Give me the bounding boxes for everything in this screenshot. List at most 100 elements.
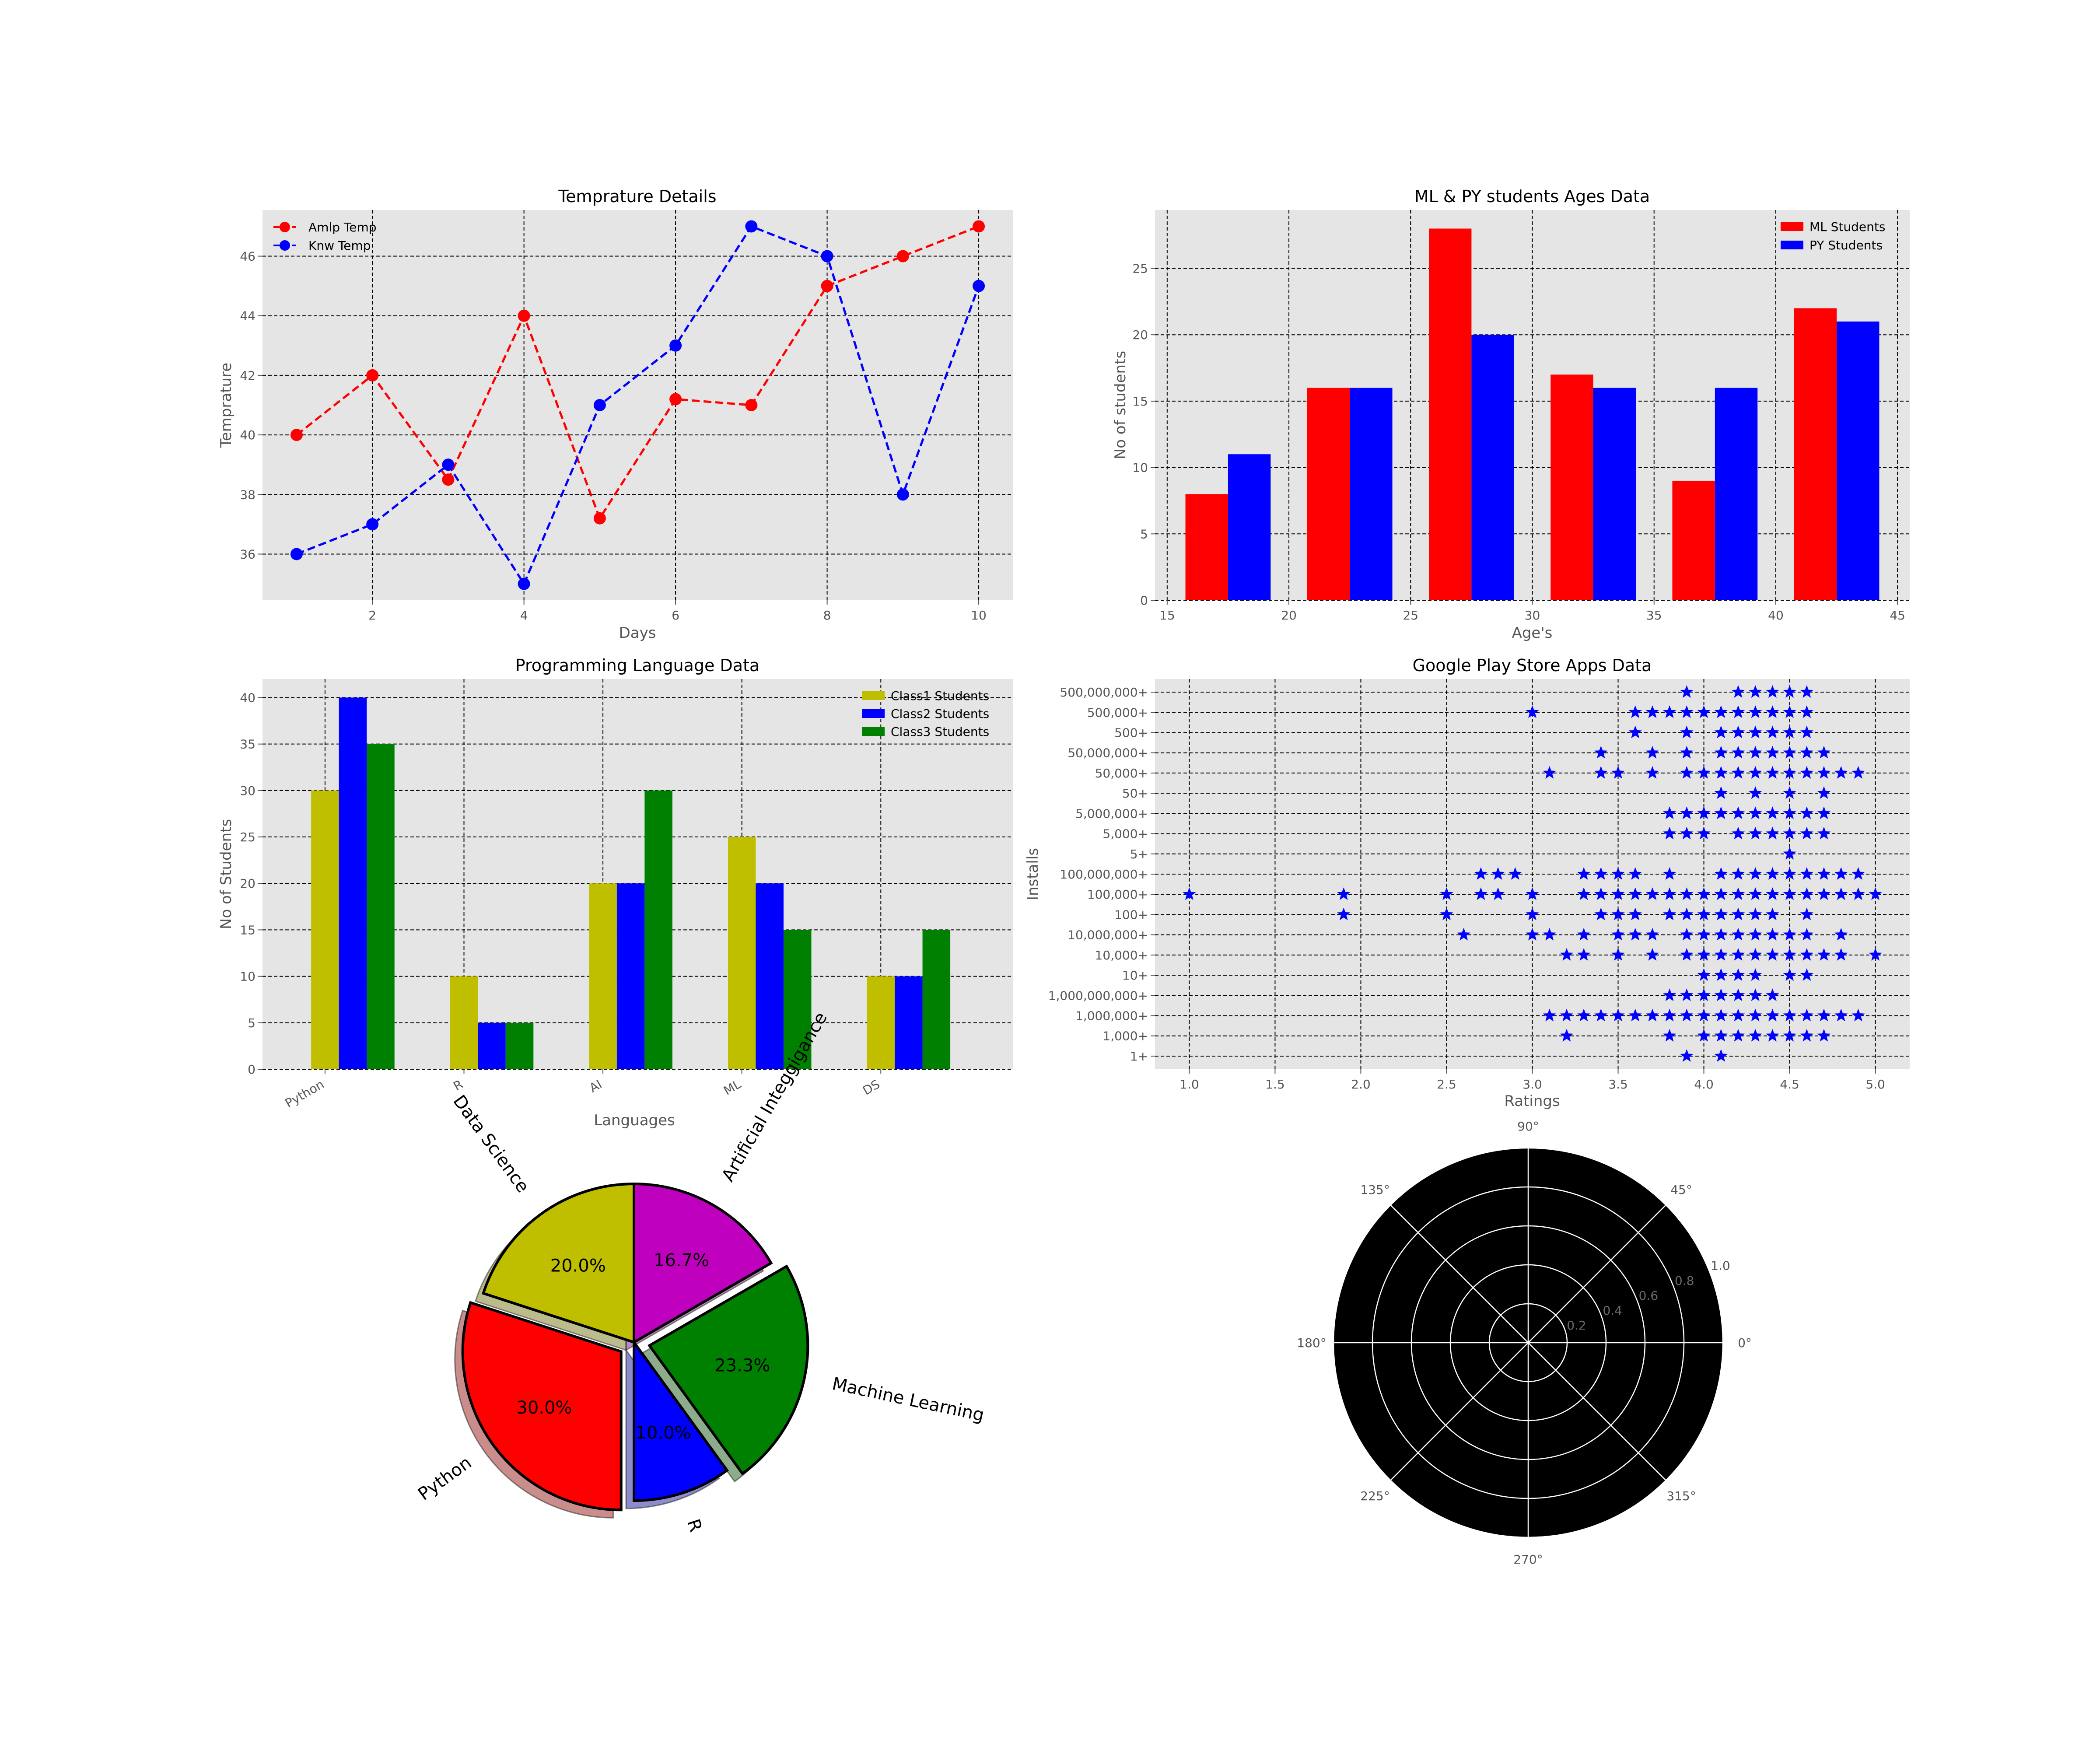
apps-x-tick-label: 5.0 <box>1866 1077 1885 1092</box>
apps-star-point <box>1714 786 1728 799</box>
apps-star-point <box>1748 887 1762 900</box>
pie-pct-label-3: 23.3% <box>714 1356 770 1376</box>
apps-star-point <box>1800 968 1813 981</box>
ages-bar-0 <box>1794 308 1837 600</box>
polar-radial-label: 1.0 <box>1711 1259 1730 1273</box>
temp-y-tick-label: 42 <box>240 368 256 383</box>
temp-y-tick-label: 46 <box>240 249 256 264</box>
apps-star-point <box>1183 887 1196 900</box>
lang-bar-1 <box>339 697 367 1069</box>
ages-legend: ML Students PY Students <box>1781 220 1885 252</box>
apps-star-point <box>1680 685 1694 698</box>
lang-bar-1 <box>895 976 923 1069</box>
lang-bar-0 <box>867 976 895 1069</box>
apps-star-point <box>1594 1008 1608 1022</box>
apps-star-point <box>1680 928 1694 941</box>
apps-star-point <box>1560 1008 1574 1022</box>
apps-star-point <box>1800 705 1813 718</box>
apps-star-point <box>1697 948 1711 961</box>
apps-star-point <box>1680 948 1694 961</box>
temp-point-1 <box>973 280 985 292</box>
apps-star-point <box>1697 806 1711 819</box>
lang-bar-2 <box>922 930 951 1069</box>
apps-y-tick-label: 1,000,000,000+ <box>1048 988 1148 1003</box>
lang-y-tick-label: 10 <box>240 970 256 984</box>
apps-star-point <box>1834 887 1848 900</box>
apps-scatter-chart: 1.0 1.5 2.0 2.5 3.0 3.5 4.0 4.5 5.0 1+ 1,000+ 1,000… <box>1024 656 1910 1110</box>
apps-star-point <box>1783 766 1796 779</box>
polar-angle-label: 315° <box>1666 1489 1696 1503</box>
temp-legend: Amlp Temp Knw Temp <box>273 220 377 253</box>
apps-star-point <box>1594 867 1608 880</box>
temp-y-tick-label: 40 <box>240 428 256 442</box>
ages-legend-swatch-ml <box>1781 222 1803 231</box>
ages-x-tick-label: 40 <box>1768 608 1784 623</box>
lang-bar-2 <box>644 790 672 1069</box>
lang-legend-swatch-class3 <box>862 727 885 736</box>
apps-star-point <box>1543 766 1556 779</box>
apps-star-point <box>1697 968 1711 981</box>
temp-point-1 <box>669 339 682 352</box>
apps-star-point <box>1800 826 1813 840</box>
ages-bar-0 <box>1185 494 1228 600</box>
ages-x-tick-label: 25 <box>1403 608 1418 623</box>
apps-star-point <box>1748 786 1762 799</box>
apps-star-point <box>1783 746 1796 759</box>
apps-x-tick-label: 2.5 <box>1437 1077 1456 1092</box>
apps-star-point <box>1680 705 1694 718</box>
apps-star-point <box>1662 705 1676 718</box>
apps-star-point <box>1817 887 1831 900</box>
apps-star-point <box>1731 887 1745 900</box>
apps-star-point <box>1714 928 1728 941</box>
apps-star-point <box>1680 746 1694 759</box>
apps-star-point <box>1697 1029 1711 1042</box>
lang-bar-1 <box>478 1022 506 1069</box>
apps-star-point <box>1731 988 1745 1001</box>
apps-star-point <box>1800 928 1813 941</box>
apps-star-point <box>1337 907 1351 920</box>
apps-star-point <box>1680 826 1694 840</box>
apps-star-point <box>1611 907 1625 920</box>
apps-star-point <box>1783 948 1796 961</box>
apps-y-tick-label: 5+ <box>1130 847 1148 861</box>
temp-point-1 <box>290 548 303 560</box>
apps-star-point <box>1766 806 1779 819</box>
apps-star-point <box>1783 887 1796 900</box>
apps-star-point <box>1748 907 1762 920</box>
apps-x-tick-label: 4.0 <box>1694 1077 1714 1092</box>
apps-y-tick-label: 1,000+ <box>1102 1029 1148 1043</box>
apps-star-point <box>1491 867 1505 880</box>
apps-star-point <box>1697 887 1711 900</box>
polar-grid <box>1333 1147 1724 1538</box>
apps-star-point <box>1748 725 1762 738</box>
lang-x-tick-label: ML <box>721 1077 743 1098</box>
apps-star-point <box>1611 948 1625 961</box>
apps-star-point <box>1817 1029 1831 1042</box>
apps-star-point <box>1800 867 1813 880</box>
apps-star-point <box>1800 887 1813 900</box>
lang-y-tick-label: 5 <box>248 1016 256 1030</box>
apps-star-point <box>1834 867 1848 880</box>
ages-bar-1 <box>1715 388 1758 600</box>
apps-star-point <box>1731 867 1745 880</box>
apps-star-point <box>1662 1008 1676 1022</box>
pie-pct-label-2: 10.0% <box>636 1423 691 1443</box>
apps-y-tick-label: 5,000,000+ <box>1075 806 1148 821</box>
ages-bar-1 <box>1593 388 1636 600</box>
ages-y-tick-label: 15 <box>1132 394 1148 409</box>
apps-star-point <box>1783 685 1796 698</box>
apps-star-point <box>1817 806 1831 819</box>
lang-y-tick-label: 30 <box>240 784 256 798</box>
apps-star-point <box>1766 1029 1779 1042</box>
apps-ticks: 1.0 1.5 2.0 2.5 3.0 3.5 4.0 4.5 5.0 1+ 1,000+ 1,000… <box>1048 685 1885 1092</box>
lang-y-tick-label: 15 <box>240 923 256 937</box>
lang-title: Programming Language Data <box>515 656 760 675</box>
apps-star-point <box>1577 948 1591 961</box>
apps-star-point <box>1680 887 1694 900</box>
apps-star-point <box>1766 685 1779 698</box>
apps-star-point <box>1645 746 1659 759</box>
apps-star-point <box>1800 1008 1813 1022</box>
apps-star-point <box>1783 786 1796 799</box>
apps-star-point <box>1628 1008 1642 1022</box>
